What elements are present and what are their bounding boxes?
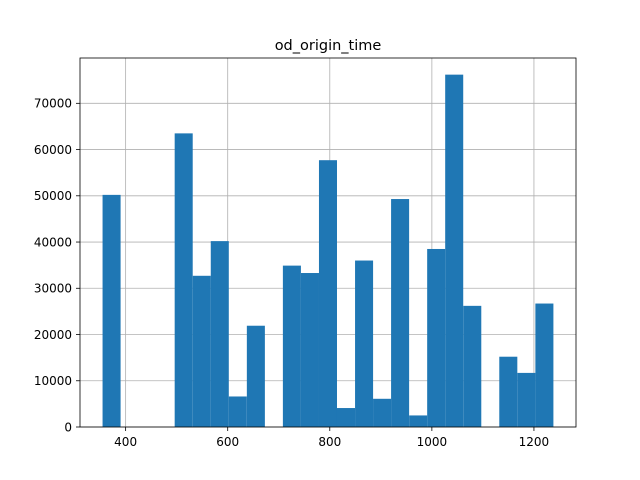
histogram-bar xyxy=(445,74,464,428)
histogram-bar xyxy=(282,265,301,427)
histogram-bar xyxy=(210,241,229,427)
y-tick-label: 30000 xyxy=(34,282,72,296)
plot-area: 400 600 800 1000 1200 0 10000 20000 30000 40000 50… xyxy=(34,57,577,449)
x-tick-label: 800 xyxy=(318,435,341,449)
x-tick-label: 1000 xyxy=(417,435,448,449)
histogram-bar xyxy=(535,303,554,427)
y-tick-label: 20000 xyxy=(34,328,72,342)
histogram-bar xyxy=(391,199,410,427)
y-tick-label: 40000 xyxy=(34,235,72,249)
histogram-bar xyxy=(300,273,319,427)
histogram-bar xyxy=(102,194,121,427)
histogram-bar xyxy=(427,248,446,427)
histogram-bar xyxy=(336,408,356,427)
histogram-bar xyxy=(318,160,337,428)
axes-frame xyxy=(79,57,577,428)
histogram-bar xyxy=(499,356,518,427)
y-tick-label: 60000 xyxy=(34,143,72,157)
histogram-bar xyxy=(517,372,536,427)
histogram-bar xyxy=(355,260,374,427)
histogram-bar xyxy=(373,398,392,427)
histogram-bar xyxy=(409,415,428,427)
y-tick-label: 10000 xyxy=(34,374,72,388)
x-tick-label: 400 xyxy=(114,435,137,449)
y-tick-label: 70000 xyxy=(34,97,72,111)
y-tick-label: 50000 xyxy=(34,189,72,203)
y-tick-label: 0 xyxy=(64,420,72,434)
chart-title: od_origin_time xyxy=(275,38,382,54)
x-tick-label: 600 xyxy=(216,435,239,449)
histogram-bar xyxy=(192,275,211,427)
histogram-bar xyxy=(463,305,482,427)
x-tick-label: 1200 xyxy=(519,435,550,449)
histogram-bar xyxy=(174,133,193,427)
histogram-bar xyxy=(246,325,265,427)
histogram-bar xyxy=(228,396,247,427)
